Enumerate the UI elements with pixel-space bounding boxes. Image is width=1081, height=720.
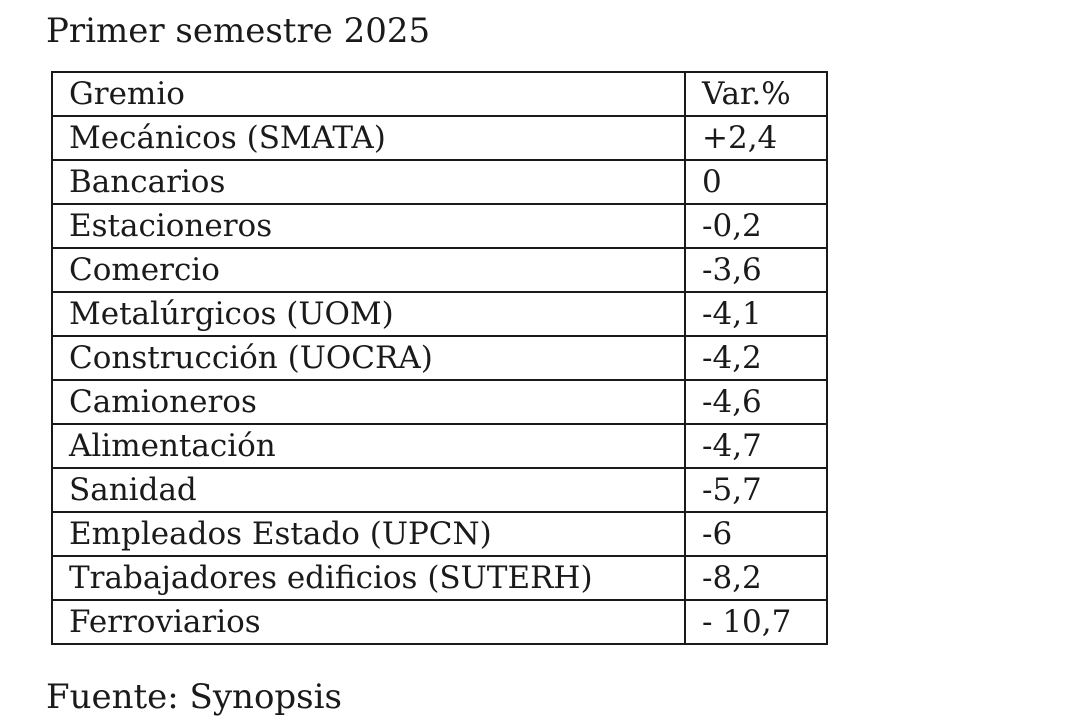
union-name-cell: Metalúrgicos (UOM) xyxy=(51,291,686,337)
variation-cell: -0,2 xyxy=(684,203,828,249)
union-name-cell: Sanidad xyxy=(51,467,686,513)
column-header-variation: Var.% xyxy=(684,71,828,117)
column-header-gremio: Gremio xyxy=(51,71,686,117)
table-row: Camioneros -4,6 xyxy=(51,379,828,425)
union-name-cell: Ferroviarios xyxy=(51,599,686,645)
table-row: Estacioneros -0,2 xyxy=(51,203,828,249)
union-name-cell: Camioneros xyxy=(51,379,686,425)
variation-cell: -5,7 xyxy=(684,467,828,513)
table-row: Construcción (UOCRA) -4,2 xyxy=(51,335,828,381)
variation-cell: -4,2 xyxy=(684,335,828,381)
table-row: Trabajadores edificios (SUTERH) -8,2 xyxy=(51,555,828,601)
union-name-cell: Mecánicos (SMATA) xyxy=(51,115,686,161)
source-note: Fuente: Synopsis xyxy=(46,677,342,717)
data-table: Gremio Var.% Mecánicos (SMATA) +2,4 Banc… xyxy=(51,71,828,645)
variation-cell: -3,6 xyxy=(684,247,828,293)
union-name-cell: Trabajadores edificios (SUTERH) xyxy=(51,555,686,601)
variation-cell: +2,4 xyxy=(684,115,828,161)
union-name-cell: Comercio xyxy=(51,247,686,293)
table-row: Ferroviarios - 10,7 xyxy=(51,599,828,645)
variation-cell: -6 xyxy=(684,511,828,557)
table-row: Empleados Estado (UPCN) -6 xyxy=(51,511,828,557)
union-name-cell: Estacioneros xyxy=(51,203,686,249)
table-row: Sanidad -5,7 xyxy=(51,467,828,513)
table-row: Comercio -3,6 xyxy=(51,247,828,293)
variation-cell: -4,1 xyxy=(684,291,828,337)
variation-cell: -4,7 xyxy=(684,423,828,469)
union-name-cell: Empleados Estado (UPCN) xyxy=(51,511,686,557)
variation-cell: - 10,7 xyxy=(684,599,828,645)
table-row: Mecánicos (SMATA) +2,4 xyxy=(51,115,828,161)
variation-cell: -4,6 xyxy=(684,379,828,425)
union-name-cell: Bancarios xyxy=(51,159,686,205)
table-row: Metalúrgicos (UOM) -4,1 xyxy=(51,291,828,337)
variation-cell: 0 xyxy=(684,159,828,205)
table-row: Bancarios 0 xyxy=(51,159,828,205)
variation-cell: -8,2 xyxy=(684,555,828,601)
table-row: Alimentación -4,7 xyxy=(51,423,828,469)
table-header-row: Gremio Var.% xyxy=(51,71,828,117)
page-title: Primer semestre 2025 xyxy=(46,11,431,51)
union-name-cell: Construcción (UOCRA) xyxy=(51,335,686,381)
union-name-cell: Alimentación xyxy=(51,423,686,469)
